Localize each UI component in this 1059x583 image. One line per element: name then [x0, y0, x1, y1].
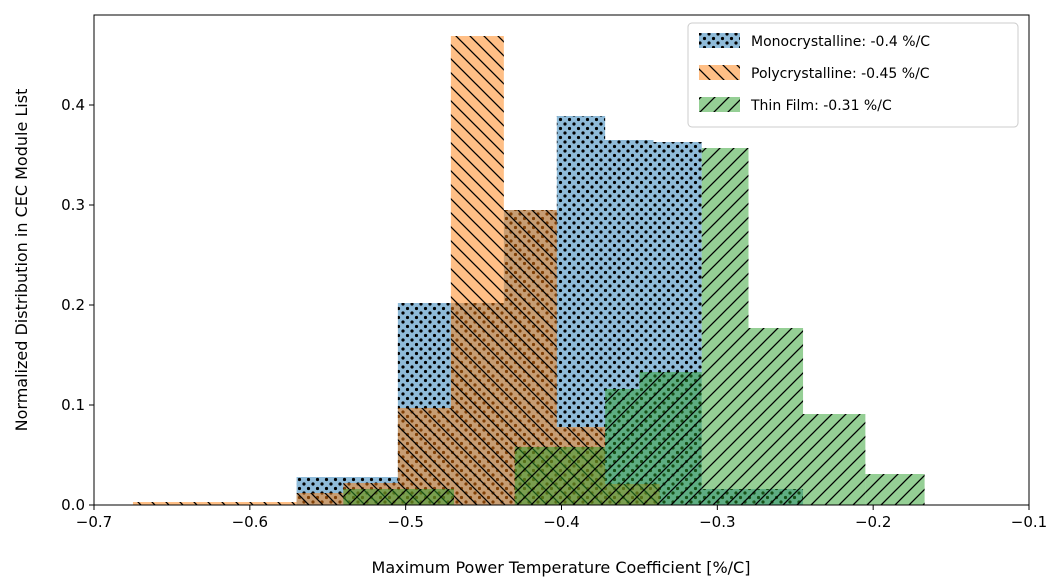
- y-axis: 0.0 0.1 0.2 0.3 0.4: [61, 96, 94, 514]
- bar: [296, 493, 344, 505]
- x-tick-label: −0.1: [1011, 513, 1047, 531]
- legend-item: Polycrystalline: -0.45 %/C: [699, 65, 930, 82]
- y-tick-label: 0.2: [61, 296, 85, 314]
- bar: [397, 408, 451, 505]
- bar: [343, 489, 454, 505]
- legend-item: Thin Film: -0.31 %/C: [699, 97, 892, 114]
- legend: Monocrystalline: -0.4 %/C Polycrystalline…: [687, 22, 1019, 128]
- bar: [639, 372, 702, 505]
- legend-frame: [687, 22, 1019, 128]
- y-tick-label: 0.1: [61, 396, 85, 414]
- bar: [701, 148, 749, 505]
- x-axis: −0.7 −0.6 −0.5 −0.4 −0.3 −0.2 −0.1: [76, 505, 1047, 531]
- bar: [450, 36, 504, 505]
- x-tick-label: −0.5: [387, 513, 423, 531]
- bar: [748, 328, 804, 505]
- y-tick-label: 0.4: [61, 96, 85, 114]
- legend-label: Polycrystalline: -0.45 %/C: [751, 66, 930, 82]
- legend-label: Monocrystalline: -0.4 %/C: [751, 34, 930, 50]
- x-axis-label: Maximum Power Temperature Coefficient [%…: [372, 558, 751, 577]
- x-tick-label: −0.7: [76, 513, 112, 531]
- bars-layer: [132, 36, 925, 505]
- bar: [203, 502, 297, 505]
- y-axis-label: Normalized Distribution in CEC Module Li…: [12, 89, 31, 432]
- x-tick-label: −0.6: [232, 513, 268, 531]
- legend-item: Monocrystalline: -0.4 %/C: [699, 33, 930, 50]
- x-tick-label: −0.3: [699, 513, 735, 531]
- legend-label: Thin Film: -0.31 %/C: [750, 98, 892, 114]
- x-tick-label: −0.2: [855, 513, 891, 531]
- bar: [803, 414, 866, 505]
- bar: [514, 447, 606, 505]
- y-tick-label: 0.0: [61, 496, 85, 514]
- y-tick-label: 0.3: [61, 196, 85, 214]
- bar: [865, 474, 925, 505]
- bar: [132, 502, 204, 505]
- series-3: [343, 148, 925, 505]
- bar: [605, 389, 640, 505]
- x-tick-label: −0.4: [543, 513, 579, 531]
